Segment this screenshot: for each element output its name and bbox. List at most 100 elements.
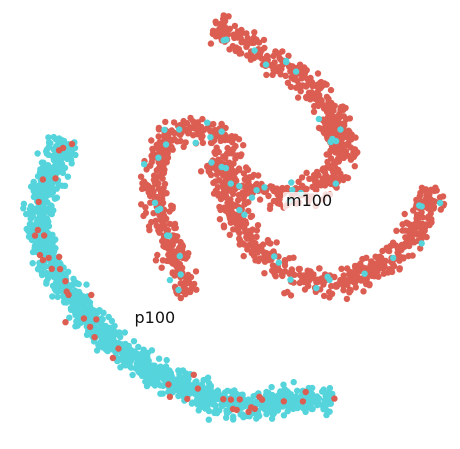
p100-point-1283 bbox=[35, 241, 42, 249]
p100-point-1226 bbox=[59, 144, 67, 152]
m100-point-1397 bbox=[153, 167, 160, 174]
m100-point-723 bbox=[323, 93, 331, 101]
m100-point-1427 bbox=[199, 115, 206, 123]
p100-point-1282 bbox=[131, 350, 138, 358]
m100-point-1029 bbox=[424, 201, 431, 208]
m100-point-1092 bbox=[176, 126, 183, 133]
m100-point-1037 bbox=[317, 182, 325, 189]
m100-point-834 bbox=[320, 165, 327, 172]
m100-point-437 bbox=[247, 213, 254, 221]
p100-point-793 bbox=[68, 160, 75, 167]
m100-point-1056 bbox=[409, 252, 416, 259]
m100-point-348 bbox=[197, 168, 205, 175]
m100-point-1336 bbox=[230, 145, 237, 153]
m100-point-1431 bbox=[192, 139, 199, 146]
p100-point-813 bbox=[236, 396, 243, 403]
p100-point-817 bbox=[165, 381, 172, 388]
p100-point-1142 bbox=[55, 164, 62, 171]
p100-point-1214 bbox=[169, 389, 176, 396]
m100-point-840 bbox=[289, 186, 296, 194]
m100-point-1032 bbox=[225, 199, 232, 207]
p100-point-885 bbox=[280, 398, 287, 405]
m100-point-1309 bbox=[210, 120, 217, 128]
p100-point-849 bbox=[145, 357, 152, 364]
m100-point-971 bbox=[242, 176, 249, 183]
p100-point-1082 bbox=[51, 195, 59, 202]
m100-point-765 bbox=[396, 266, 403, 273]
m100-point-1009 bbox=[295, 81, 303, 89]
m100-point-758 bbox=[222, 205, 229, 212]
m100-point-1387 bbox=[183, 120, 191, 127]
m100-point-704 bbox=[214, 184, 222, 191]
m100-point-942 bbox=[220, 14, 228, 21]
m100-point-967 bbox=[278, 65, 285, 73]
m100-point-727 bbox=[396, 254, 404, 261]
m100-point-883 bbox=[228, 208, 235, 216]
m100-point-552 bbox=[250, 34, 258, 41]
p100-point-1263 bbox=[83, 281, 90, 288]
p100-point-1222 bbox=[143, 350, 150, 358]
p100-point-1286 bbox=[72, 298, 80, 306]
p100-point-1047 bbox=[49, 282, 57, 289]
p100-point-324 bbox=[251, 405, 258, 413]
p100-point-596 bbox=[66, 314, 73, 321]
m100-point-1012 bbox=[226, 231, 233, 238]
m100-point-447 bbox=[248, 194, 256, 201]
m100-point-1480 bbox=[192, 122, 200, 129]
m100-point-589 bbox=[226, 46, 233, 53]
m100-point-1079 bbox=[310, 271, 317, 278]
p100-point-1224 bbox=[47, 187, 55, 194]
m100-point-1177 bbox=[137, 173, 145, 180]
m100-point-80 bbox=[393, 227, 400, 234]
m100-point-1042 bbox=[311, 176, 318, 184]
m100-point-963 bbox=[399, 227, 406, 234]
m100-point-1475 bbox=[165, 251, 172, 258]
p100-point-1147 bbox=[162, 363, 170, 370]
m100-point-334 bbox=[271, 253, 278, 260]
p100-point-1289 bbox=[313, 396, 320, 403]
m100-point-1459 bbox=[155, 180, 162, 187]
label-m100: m100 bbox=[283, 192, 336, 210]
p100-point-1244 bbox=[80, 293, 87, 300]
p100-point-800 bbox=[56, 265, 64, 273]
m100-point-692 bbox=[366, 282, 373, 289]
m100-point-1467 bbox=[167, 245, 174, 252]
m100-point-1453 bbox=[208, 139, 216, 147]
p100-point-1179 bbox=[208, 400, 216, 407]
m100-point-1469 bbox=[172, 224, 179, 232]
m100-point-411 bbox=[260, 36, 268, 44]
p100-point-273 bbox=[121, 329, 128, 336]
p100-point-1292 bbox=[204, 374, 212, 381]
m100-point-157 bbox=[401, 210, 408, 218]
p100-point-1266 bbox=[54, 274, 61, 281]
p100-point-755 bbox=[54, 293, 61, 301]
m100-point-1028 bbox=[209, 30, 216, 38]
m100-point-1227 bbox=[218, 128, 225, 135]
p100-point-1240 bbox=[270, 407, 277, 415]
m100-point-1542 bbox=[332, 122, 339, 130]
m100-point-894 bbox=[346, 286, 354, 293]
m100-point-1394 bbox=[177, 294, 184, 302]
p100-point-1243 bbox=[43, 215, 51, 222]
m100-point-885 bbox=[418, 203, 425, 210]
p100-point-1114 bbox=[97, 333, 105, 340]
p100-point-4 bbox=[80, 315, 88, 322]
p100-point-809 bbox=[294, 404, 301, 412]
p100-point-984 bbox=[94, 309, 101, 316]
p100-point-1021 bbox=[245, 408, 252, 415]
m100-point-1024 bbox=[269, 71, 276, 79]
p100-point-8 bbox=[331, 395, 338, 402]
m100-point-451 bbox=[320, 292, 328, 300]
p100-point-1132 bbox=[308, 405, 315, 413]
p100-point-1260 bbox=[33, 206, 41, 214]
m100-point-1508 bbox=[324, 122, 331, 129]
m100-point-1376 bbox=[177, 280, 185, 287]
m100-point-820 bbox=[220, 37, 227, 44]
m100-point-605 bbox=[287, 269, 294, 276]
m100-point-1278 bbox=[166, 220, 174, 228]
m100-point-1316 bbox=[238, 151, 245, 158]
p100-point-651 bbox=[127, 364, 135, 371]
m100-point-845 bbox=[305, 282, 312, 290]
m100-point-1458 bbox=[176, 244, 183, 251]
